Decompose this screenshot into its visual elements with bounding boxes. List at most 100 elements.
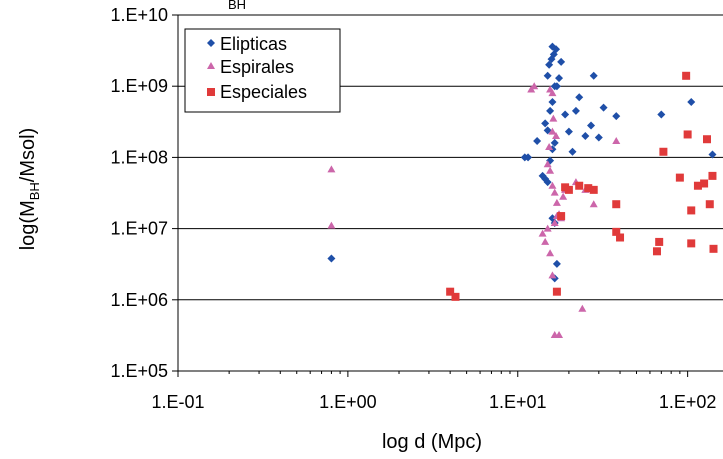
data-point-diamond <box>533 136 542 145</box>
legend: Elipticas Espirales Especiales <box>184 28 341 113</box>
data-point-diamond <box>548 97 557 106</box>
data-point-diamond <box>327 254 336 263</box>
data-point-triangle <box>543 160 552 168</box>
data-point-diamond <box>575 93 584 102</box>
data-point-diamond <box>552 82 561 91</box>
data-point-square <box>700 179 709 188</box>
legend-entry-elipticas: Elipticas <box>207 34 287 54</box>
data-point-triangle <box>550 188 559 196</box>
data-point-triangle <box>548 271 557 279</box>
title-fragment: BH <box>228 0 246 12</box>
x-tick-label: 1.E+01 <box>489 392 547 412</box>
data-point-diamond <box>568 147 577 156</box>
x-axis-title: log d (Mpc) <box>382 431 482 453</box>
data-point-diamond <box>548 42 557 51</box>
data-point-square <box>702 135 711 144</box>
legend-label-especiales: Especiales <box>220 82 307 102</box>
data-point-triangle <box>578 304 587 312</box>
data-point-triangle <box>552 198 561 206</box>
data-point-triangle <box>612 136 621 144</box>
data-point-square <box>705 200 714 209</box>
y-axis-title-main: log(M <box>17 200 39 250</box>
data-point-diamond <box>550 138 559 147</box>
data-point-square <box>575 181 584 190</box>
data-point-triangle <box>589 200 598 208</box>
data-point-square <box>589 185 598 194</box>
data-point-diamond <box>564 127 573 136</box>
legend-square-icon <box>207 88 215 96</box>
data-point-diamond <box>594 133 603 142</box>
data-point-diamond <box>552 259 561 268</box>
data-point-square <box>446 287 455 296</box>
data-point-square <box>612 227 621 236</box>
y-tick-label: 1.E+09 <box>110 76 168 96</box>
data-point-square <box>655 237 664 246</box>
data-point-square <box>708 171 717 180</box>
data-point-triangle <box>546 166 555 174</box>
data-point-square <box>584 184 593 193</box>
data-point-diamond <box>581 131 590 140</box>
data-point-triangle <box>555 331 564 339</box>
y-tick-label: 1.E+08 <box>110 147 168 167</box>
x-tick-label: 1.E-01 <box>151 392 204 412</box>
data-point-square <box>683 130 692 139</box>
data-point-diamond <box>555 74 564 83</box>
x-tick-label: 1.E+00 <box>319 392 377 412</box>
y-tick-label: 1.E+07 <box>110 219 168 239</box>
data-point-triangle <box>548 127 557 135</box>
series-especiales <box>446 71 718 301</box>
legend-triangle-icon <box>207 62 215 69</box>
data-point-square <box>616 233 625 242</box>
x-tick-label: 1.E+02 <box>659 392 717 412</box>
data-point-triangle <box>327 165 336 173</box>
data-point-square <box>709 244 718 253</box>
data-point-triangle <box>559 192 568 200</box>
data-point-square <box>451 292 460 301</box>
data-point-triangle <box>538 229 547 237</box>
data-point-diamond <box>589 71 598 80</box>
data-point-diamond <box>543 178 552 187</box>
data-point-square <box>552 287 561 296</box>
data-point-diamond <box>657 110 666 119</box>
data-point-square <box>612 200 621 209</box>
tick-labels: 1.E+05 1.E+06 1.E+07 1.E+08 1.E+09 1.E+10 1.E-… <box>110 5 716 412</box>
data-point-square <box>693 181 702 190</box>
data-point-triangle <box>530 82 539 90</box>
legend-entry-especiales: Especiales <box>207 82 307 102</box>
legend-diamond-icon <box>207 39 215 47</box>
data-point-square <box>687 206 696 215</box>
series-espirales <box>327 82 621 339</box>
data-point-diamond <box>561 110 570 119</box>
legend-label-espirales: Espirales <box>220 57 294 77</box>
data-point-square <box>659 147 668 156</box>
y-tick-label: 1.E+05 <box>110 361 168 381</box>
series-elipticas <box>327 42 717 283</box>
data-point-diamond <box>541 119 550 128</box>
data-point-diamond <box>708 150 717 159</box>
legend-entry-espirales: Espirales <box>207 57 294 77</box>
axes <box>172 14 723 377</box>
data-point-triangle <box>549 114 558 122</box>
data-point-square <box>652 247 661 256</box>
y-axis-title: log(MBH/Msol) <box>17 128 42 251</box>
y-tick-label: 1.E+06 <box>110 290 168 310</box>
data-point-diamond <box>545 60 554 69</box>
y-axis-title-sub: BH <box>27 182 42 200</box>
data-point-triangle <box>541 237 550 245</box>
data-point-square <box>675 173 684 182</box>
data-point-square <box>557 212 566 221</box>
data-point-triangle <box>552 131 561 139</box>
data-point-diamond <box>687 97 696 106</box>
data-point-diamond <box>543 126 552 135</box>
data-point-diamond <box>587 121 596 130</box>
data-point-diamond <box>524 153 533 162</box>
data-point-diamond <box>599 103 608 112</box>
data-points <box>327 42 718 339</box>
data-point-diamond <box>612 112 621 121</box>
y-tick-label: 1.E+10 <box>110 5 168 25</box>
data-point-triangle <box>548 181 557 189</box>
data-point-square <box>682 71 691 80</box>
data-point-diamond <box>546 106 555 115</box>
y-axis-title-rest: /Msol) <box>17 128 39 182</box>
